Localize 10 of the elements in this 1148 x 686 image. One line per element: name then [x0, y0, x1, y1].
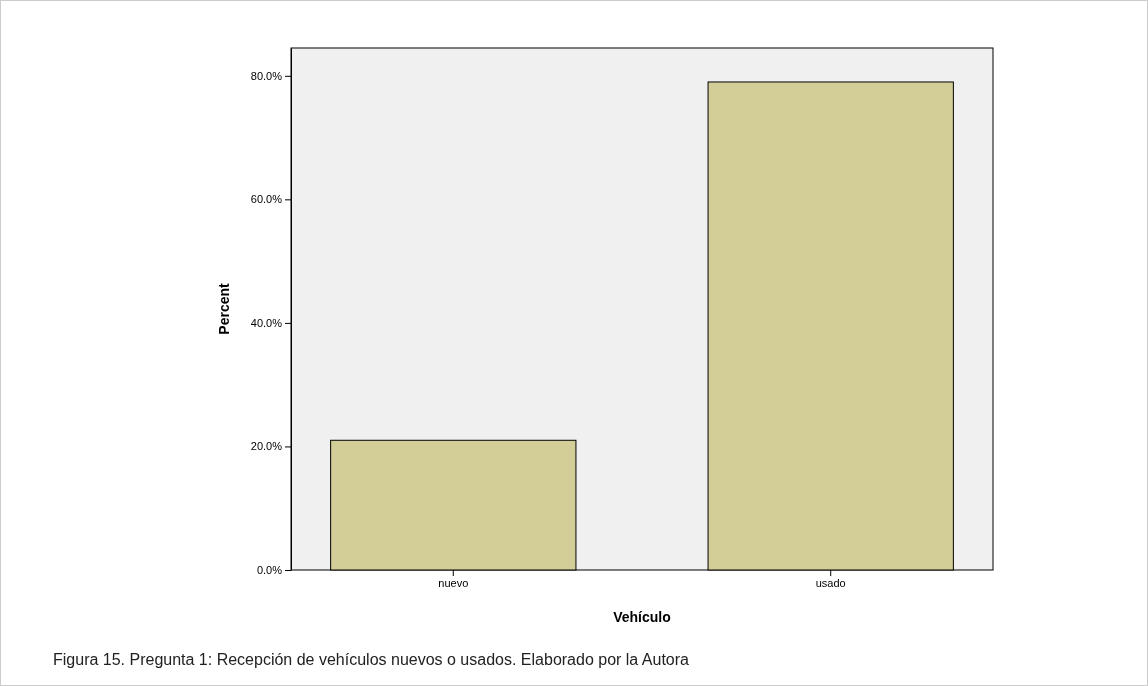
text: Figura 15. Pregunta 1: Recepción de vehículos nuevos o usados. Elaborado por la Autora: [53, 651, 690, 668]
y-tick-label: 0.0%: [256, 564, 283, 577]
x-axis-title: Vehículo: [613, 609, 671, 625]
y-tick-label: 20.0%: [250, 440, 283, 453]
y-tick-label: 60.0%: [250, 193, 283, 206]
y-tick-label: 40.0%: [250, 316, 283, 329]
y-axis-title: Percent: [216, 282, 232, 335]
x-tick-label: nuevo: [438, 576, 469, 589]
x-tick-label: usado: [815, 576, 846, 589]
y-tick-label: 80.0%: [250, 69, 283, 82]
